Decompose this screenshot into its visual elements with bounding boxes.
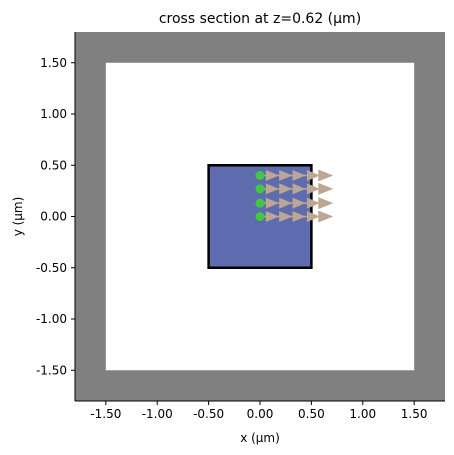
source-point	[255, 212, 265, 221]
source-arrowhead	[292, 183, 306, 195]
source-arrowhead	[306, 211, 320, 222]
x-tick-label: -1.50	[90, 407, 121, 421]
source-1	[255, 182, 334, 195]
y-tick-label: -1.50	[36, 363, 67, 377]
x-tick-label: 1.50	[401, 407, 428, 421]
x-tick-label: 0.50	[298, 407, 325, 421]
source-point	[255, 198, 265, 208]
x-tick-label: -1.00	[142, 407, 173, 421]
source-arrowhead	[265, 197, 279, 209]
source-point	[255, 171, 265, 180]
x-axis-label: x (μm)	[240, 431, 280, 445]
source-arrowhead	[279, 211, 293, 222]
y-tick-label: -0.50	[36, 261, 67, 275]
source-arrowhead	[279, 197, 293, 209]
source-arrowhead	[318, 197, 334, 210]
x-tick-label: 0.00	[247, 407, 274, 421]
plot-area	[74, 32, 445, 402]
source-arrowhead	[265, 183, 279, 195]
y-axis: -1.50 -1.00 -0.50 0.00 0.50 1.00 1.50	[36, 56, 75, 377]
source-arrowhead	[306, 197, 320, 209]
source-arrowhead	[318, 169, 334, 182]
y-tick-label: -1.00	[36, 312, 67, 326]
source-arrowhead	[292, 197, 306, 209]
y-tick-label: 0.00	[40, 210, 67, 224]
source-arrowhead	[279, 170, 293, 181]
x-tick-label: -0.50	[193, 407, 224, 421]
source-arrowhead	[265, 211, 279, 222]
source-arrowhead	[318, 182, 334, 195]
y-tick-label: 1.50	[40, 56, 67, 70]
source-arrowhead	[318, 210, 334, 223]
y-tick-label: 1.00	[40, 107, 67, 121]
source-3	[255, 210, 334, 223]
x-tick-label: 1.00	[349, 407, 376, 421]
source-point	[255, 184, 265, 194]
source-arrowhead	[292, 211, 306, 222]
x-axis: -1.50 -1.00 -0.50 0.00 0.50 1.00 1.50	[90, 401, 428, 421]
source-0	[255, 169, 334, 182]
source-arrowhead	[306, 170, 320, 181]
chart-title: cross section at z=0.62 (μm)	[159, 11, 361, 27]
source-arrowhead	[292, 170, 306, 181]
source-arrowhead	[306, 183, 320, 195]
y-tick-label: 0.50	[40, 158, 67, 172]
source-arrowhead	[265, 170, 279, 181]
source-arrowhead	[279, 183, 293, 195]
source-2	[255, 197, 334, 210]
y-axis-label: y (μm)	[11, 197, 25, 237]
